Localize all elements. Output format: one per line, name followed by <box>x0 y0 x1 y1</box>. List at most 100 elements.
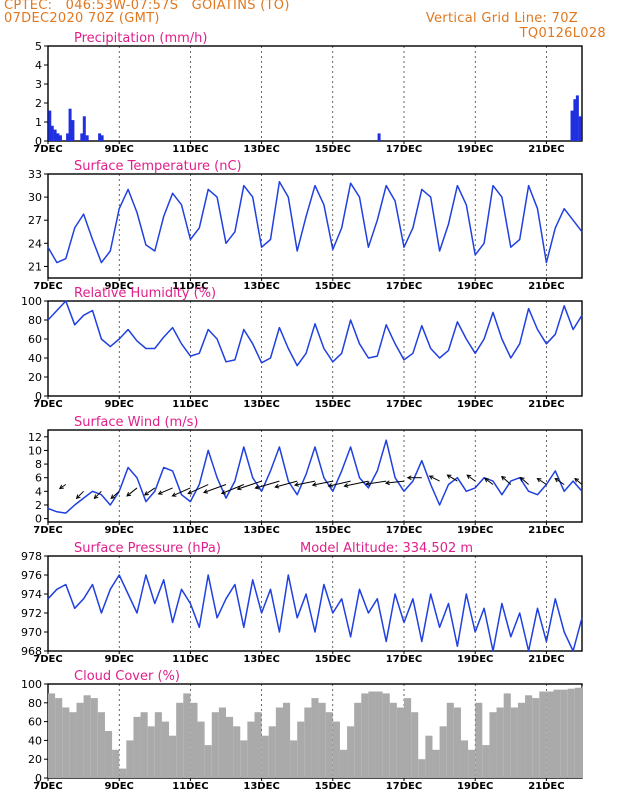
cloud-bar <box>233 726 241 778</box>
cloud-bar <box>197 721 205 778</box>
cloud-bar <box>126 740 134 778</box>
cloud-bar <box>290 740 298 778</box>
x-tick-label: 19DEC <box>457 281 493 292</box>
cloud-bar <box>489 712 497 778</box>
precip-bar <box>377 133 381 141</box>
x-tick-label: 17DEC <box>386 281 422 292</box>
x-tick-label: 19DEC <box>457 399 493 410</box>
cloud-bar <box>104 731 113 778</box>
panel-subtitle: Model Altitude: 334.502 m <box>300 541 473 556</box>
x-tick-label: 21DEC <box>528 399 564 410</box>
precip-bar <box>56 133 60 141</box>
precip-bar <box>53 129 57 141</box>
wind-arrow-head <box>254 484 260 490</box>
cloud-bar <box>425 735 433 778</box>
wind-arrow-head <box>554 477 560 483</box>
x-tick-label: 19DEC <box>457 525 493 536</box>
panel-frame <box>47 300 583 397</box>
wind-arrow <box>94 490 102 499</box>
cloud-bar <box>83 695 91 778</box>
wind-arrow <box>484 478 494 485</box>
x-tick-label: 17DEC <box>386 525 422 536</box>
cloud-bar <box>304 707 312 778</box>
cloud-bar <box>439 726 447 778</box>
y-tick-label: 40 <box>28 734 42 747</box>
x-tick-label: 9DEC <box>104 654 133 665</box>
x-tick-label: 19DEC <box>457 781 493 792</box>
panel-title: Cloud Cover (%) <box>74 669 180 684</box>
panel-frame <box>47 429 583 523</box>
x-tick-label: 13DEC <box>243 281 279 292</box>
cloud-bar <box>97 712 105 778</box>
x-tick-label: 13DEC <box>243 781 279 792</box>
cloud-bar <box>161 721 170 778</box>
x-tick-label: 15DEC <box>315 144 351 155</box>
wind-arrow-head <box>157 490 163 495</box>
cloud-bar <box>368 691 376 778</box>
x-tick-label: 13DEC <box>243 144 279 155</box>
wind-arrow-head <box>574 477 580 483</box>
y-tick-label: 10 <box>28 444 42 457</box>
x-tick-label: 21DEC <box>528 525 564 536</box>
precip-bar <box>48 110 52 141</box>
wind-arrow-head <box>484 477 490 483</box>
wind-arrow <box>203 484 227 493</box>
y-tick-label: 12 <box>28 431 42 444</box>
series-line <box>47 574 583 652</box>
cloud-bar <box>446 702 454 778</box>
header-grid-note: Vertical Grid Line: 70Z <box>425 11 578 26</box>
wind-arrow <box>537 478 547 485</box>
y-tick-label: 4 <box>35 485 42 498</box>
panel-frame <box>47 45 583 142</box>
x-tick-label: 15DEC <box>315 281 351 292</box>
cloud-bar <box>347 726 355 778</box>
wind-arrow <box>187 484 209 494</box>
wind-arrow-head <box>446 474 452 479</box>
x-tick-label: 9DEC <box>104 525 133 536</box>
cloud-bar <box>411 712 419 778</box>
header-station: CPTEC: 046:53W-07:57S GOIATINS (TO) <box>4 0 290 13</box>
y-tick-label: 0 <box>35 772 42 785</box>
x-tick-label: 13DEC <box>243 654 279 665</box>
y-tick-label: 0 <box>35 513 42 526</box>
series-line <box>47 439 583 514</box>
cloud-bar <box>76 702 84 778</box>
y-tick-label: 968 <box>21 645 42 658</box>
x-tick-label: 15DEC <box>315 781 351 792</box>
x-tick-label: 11DEC <box>172 654 208 665</box>
y-tick-label: 100 <box>21 678 42 691</box>
y-tick-label: 100 <box>21 295 42 308</box>
cloud-bar <box>567 688 575 778</box>
cloud-bar <box>112 749 120 778</box>
cloud-bar <box>418 759 426 778</box>
cloud-bar <box>354 702 362 778</box>
cloud-bar <box>48 693 56 778</box>
cloud-bar <box>332 721 340 778</box>
precip-bar <box>98 133 102 141</box>
precip-bar <box>80 133 84 141</box>
precip-bar <box>578 116 582 141</box>
precip-bar <box>66 133 70 141</box>
wind-arrow-head <box>203 489 209 494</box>
precip-bar <box>573 99 577 141</box>
cloud-bar <box>532 698 540 778</box>
wind-arrow-head <box>236 485 242 491</box>
y-tick-label: 33 <box>28 168 42 181</box>
y-tick-label: 20 <box>28 371 42 384</box>
cloud-bar <box>69 712 77 778</box>
panel-title: Relative Humidity (%) <box>74 286 216 301</box>
cloud-bar <box>226 716 234 778</box>
cloud-bar <box>240 740 248 778</box>
panel-title: Precipitation (mm/h) <box>74 31 207 46</box>
wind-arrow <box>275 480 298 488</box>
x-tick-label: 19DEC <box>457 144 493 155</box>
x-tick-label: 11DEC <box>172 781 208 792</box>
y-tick-label: 8 <box>35 458 42 471</box>
wind-arrow <box>312 480 333 486</box>
wind-arrow-head <box>143 491 149 496</box>
x-tick-label: 11DEC <box>172 399 208 410</box>
cloud-bar <box>560 689 568 778</box>
wind-arrow <box>76 490 84 499</box>
wind-arrow-head <box>536 477 542 483</box>
wind-arrow <box>237 480 262 490</box>
